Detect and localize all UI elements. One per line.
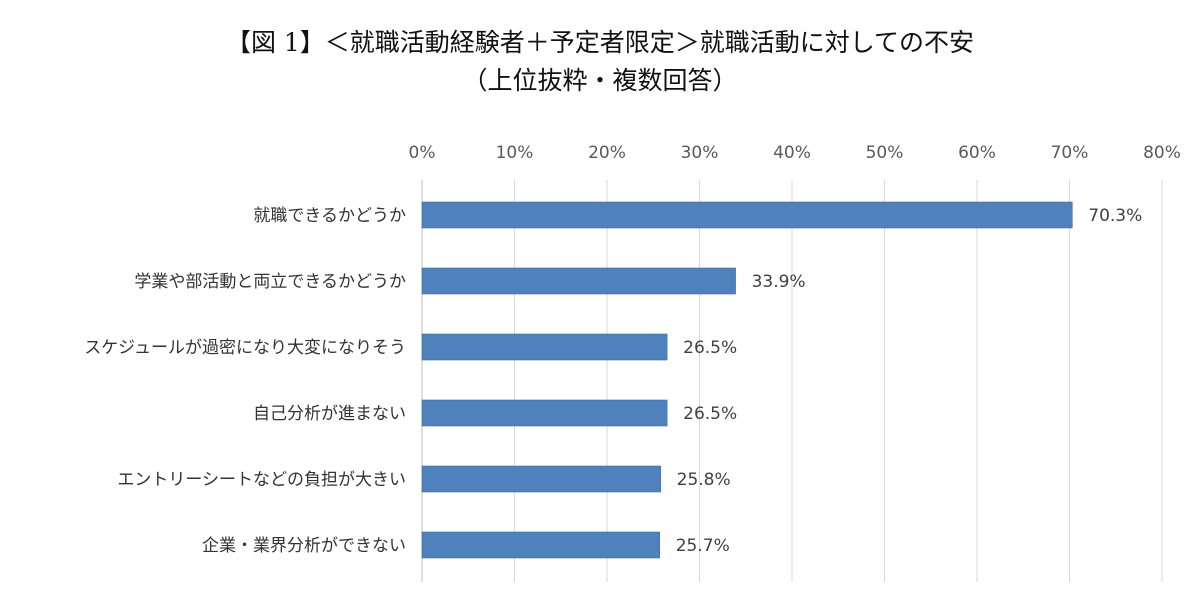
category-labels: 就職できるかどうか学業や部活動と両立できるかどうかスケジュールが過密になり大変に… — [84, 206, 406, 556]
x-tick-label: 40% — [773, 143, 811, 163]
category-label: 学業や部活動と両立できるかどうか — [134, 272, 406, 292]
bar — [421, 399, 668, 427]
gridlines — [421, 180, 1163, 582]
x-tick-label: 10% — [496, 143, 534, 163]
chart-subtitle: （上位抜粋・複数回答） — [462, 66, 738, 95]
x-tick-label: 70% — [1051, 143, 1089, 163]
x-axis-tick-labels: 0% 10% 20% 30% 40% 50% 60% 70% 80% — [409, 143, 1181, 163]
bar — [421, 201, 1073, 229]
data-label: 25.8% — [677, 470, 731, 490]
bars — [421, 201, 1073, 559]
x-tick-label: 60% — [958, 143, 996, 163]
data-labels: 70.3% 33.9% 26.5% 26.5% 25.8% 25.7% — [676, 206, 1143, 556]
data-label: 26.5% — [683, 338, 737, 358]
x-tick-label: 50% — [866, 143, 904, 163]
category-label: エントリーシートなどの負担が大きい — [117, 470, 406, 490]
x-tick-label: 0% — [409, 143, 436, 163]
bar — [421, 333, 668, 361]
bar — [421, 531, 661, 559]
bar — [421, 267, 736, 295]
data-label: 25.7% — [676, 536, 730, 556]
data-label: 26.5% — [683, 404, 737, 424]
category-label: スケジュールが過密になり大変になりそう — [84, 338, 406, 358]
category-label: 自己分析が進まない — [253, 404, 406, 424]
bar — [421, 465, 661, 493]
data-label: 70.3% — [1088, 206, 1142, 226]
chart-title: 【図 1】＜就職活動経験者＋予定者限定＞就職活動に対しての不安 — [225, 28, 975, 57]
category-label: 企業・業界分析ができない — [202, 536, 406, 556]
x-tick-label: 80% — [1143, 143, 1181, 163]
category-label: 就職できるかどうか — [253, 206, 406, 226]
x-tick-label: 30% — [681, 143, 719, 163]
x-tick-label: 20% — [588, 143, 626, 163]
data-label: 33.9% — [752, 272, 806, 292]
